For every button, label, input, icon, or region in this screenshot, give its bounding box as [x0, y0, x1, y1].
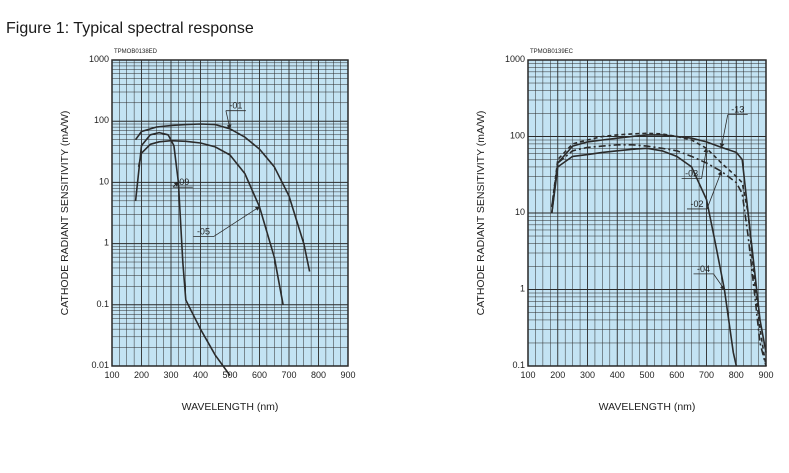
series-label-03: -03: [685, 169, 698, 179]
y-tick-label: 0.01: [91, 360, 109, 370]
chart-code-label: TPMOB0138ED: [114, 49, 158, 55]
x-tick-label: 900: [340, 370, 355, 380]
series-label-05: -05: [197, 227, 210, 237]
x-tick-label: 200: [550, 370, 565, 380]
x-tick-label: 600: [252, 370, 267, 380]
chart-code-label: TPMOB0139EC: [530, 49, 574, 55]
series-label-leader: [172, 181, 179, 188]
x-tick-label: 300: [580, 370, 595, 380]
series-label-leader: [713, 273, 725, 291]
y-tick-label: 10: [515, 207, 525, 217]
x-tick-label: 700: [699, 370, 714, 380]
x-tick-label: 800: [311, 370, 326, 380]
x-tick-label: 200: [134, 370, 149, 380]
series-curve-02: [551, 144, 767, 367]
series-label-leader: [706, 170, 723, 210]
y-tick-label: 0.1: [96, 299, 109, 309]
x-tick-label: 900: [758, 370, 773, 380]
y-tick-label: 100: [94, 115, 109, 125]
series-label-13: -13: [731, 105, 744, 115]
series-label-02: -02: [690, 199, 703, 209]
x-tick-label: 800: [729, 370, 744, 380]
figure-title: Figure 1: Typical spectral response: [6, 20, 254, 37]
series-curve-04: [551, 147, 738, 367]
x-tick-label: 100: [104, 370, 119, 380]
y-tick-label: 1000: [505, 54, 525, 64]
chart-2: TPMOB0139EC 100 200 300 400 500 600 700 800 900 0.…: [475, 49, 774, 413]
x-tick-label: 500: [639, 370, 654, 380]
x-tick-label: 400: [193, 370, 208, 380]
series-label-04: -04: [697, 264, 710, 274]
series-label-leader: [225, 110, 232, 130]
series-label-01: -01: [229, 101, 242, 111]
y-axis-label: CATHODE RADIANT SENSITIVITY (mA/W): [59, 111, 71, 316]
x-axis-label: WAVELENGTH (nm): [182, 401, 279, 413]
series-label-leader: [719, 114, 729, 149]
x-tick-label: 600: [669, 370, 684, 380]
x-tick-label: 300: [163, 370, 178, 380]
x-tick-label: 100: [520, 370, 535, 380]
x-axis-label: WAVELENGTH (nm): [599, 401, 696, 413]
plot-frame: [527, 59, 767, 367]
y-tick-label: 1: [104, 238, 109, 248]
y-tick-label: 1: [520, 284, 525, 294]
series-curve-03: [551, 132, 767, 367]
series-label-leader: [213, 206, 261, 237]
series-label-leader: [701, 147, 709, 179]
plot-frame: [111, 59, 349, 367]
series-label-09: -09: [176, 177, 189, 187]
series-curve-09: [134, 131, 231, 376]
y-tick-label: 10: [99, 176, 109, 186]
x-tick-label: 400: [610, 370, 625, 380]
x-tick-label: 700: [281, 370, 296, 380]
series-curve-01: [134, 123, 311, 272]
y-axis-label: CATHODE RADIANT SENSITIVITY (mA/W): [475, 111, 487, 316]
y-tick-label: 0.1: [512, 360, 525, 370]
y-tick-label: 1000: [89, 54, 109, 64]
y-tick-label: 100: [510, 131, 525, 141]
